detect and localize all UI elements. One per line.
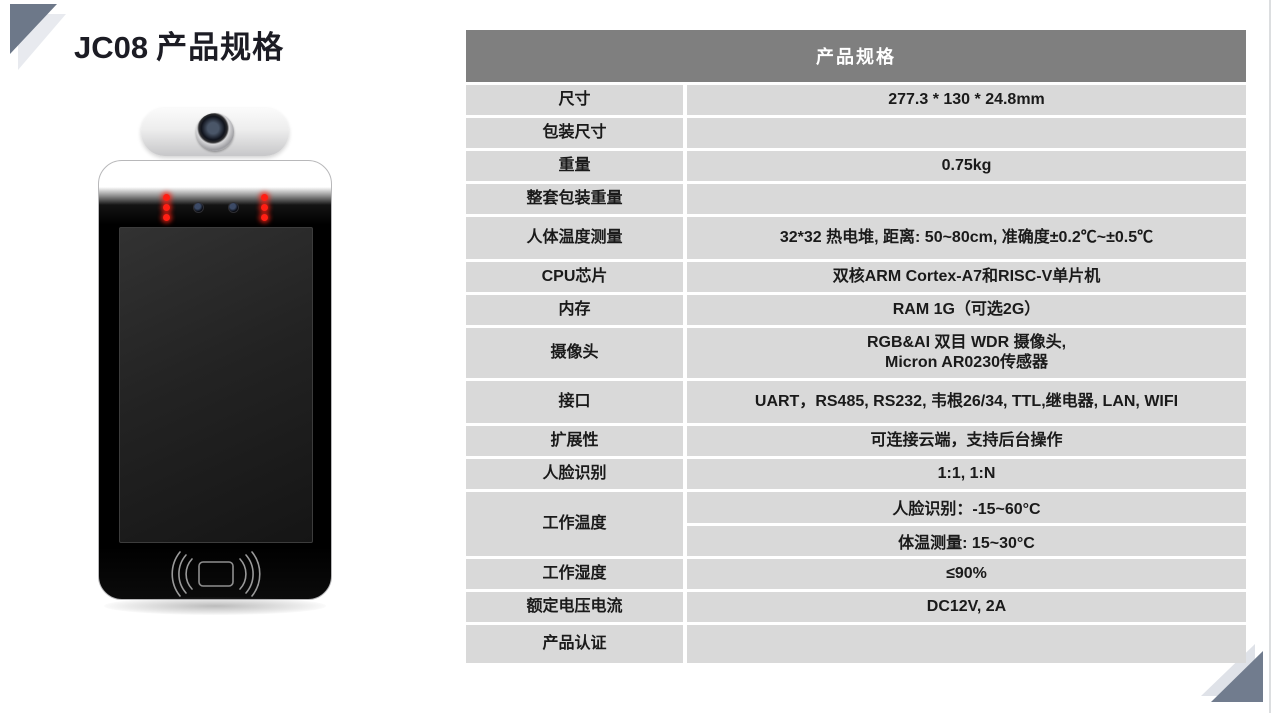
spec-label: 整套包装重量 <box>466 184 683 214</box>
spec-value: DC12V, 2A <box>687 592 1246 622</box>
table-row: 包装尺寸 <box>466 118 1246 148</box>
spec-value: 32*32 热电堆, 距离: 50~80cm, 准确度±0.2℃~±0.5℃ <box>687 217 1246 259</box>
spec-value: 0.75kg <box>687 151 1246 181</box>
table-row: 整套包装重量 <box>466 184 1246 214</box>
led-dot <box>163 204 170 211</box>
spec-label: CPU芯片 <box>466 262 683 292</box>
spec-value-line: Micron AR0230传感器 <box>884 354 1048 371</box>
spec-value-line: RGB&AI 双目 WDR 摄像头, <box>866 334 1067 351</box>
table-row: 工作湿度 ≤90% <box>466 559 1246 589</box>
device-body <box>98 160 332 600</box>
device-shadow <box>104 597 326 615</box>
spec-label: 内存 <box>466 295 683 325</box>
spec-value: 双核ARM Cortex-A7和RISC-V单片机 <box>687 262 1246 292</box>
spec-label: 摄像头 <box>466 328 683 378</box>
spec-table-header: 产品规格 <box>466 30 1246 82</box>
spec-value-group: 人脸识别：-15~60°C 体温测量: 15~30°C <box>687 492 1246 556</box>
led-dot <box>163 194 170 201</box>
led-dot <box>261 214 268 221</box>
spec-table: 产品规格 尺寸 277.3 * 130 * 24.8mm 包装尺寸 重量 0.7… <box>466 30 1246 663</box>
top-camera-pod <box>141 108 289 156</box>
spec-label: 人体温度测量 <box>466 217 683 259</box>
table-row: 重量 0.75kg <box>466 151 1246 181</box>
spec-label: 产品认证 <box>466 625 683 663</box>
spec-label: 尺寸 <box>466 85 683 115</box>
spec-value: RGB&AI 双目 WDR 摄像头, Micron AR0230传感器 <box>687 328 1246 378</box>
led-dot <box>163 214 170 221</box>
spec-label: 工作湿度 <box>466 559 683 589</box>
spec-value: 1:1, 1:N <box>687 459 1246 489</box>
table-row: 内存 RAM 1G（可选2G） <box>466 295 1246 325</box>
led-dot <box>261 204 268 211</box>
table-row: 接口 UART，RS485, RS232, 韦根26/34, TTL,继电器, … <box>466 381 1246 423</box>
spec-label: 包装尺寸 <box>466 118 683 148</box>
spec-value: ≤90% <box>687 559 1246 589</box>
table-row: 额定电压电流 DC12V, 2A <box>466 592 1246 622</box>
page-right-border <box>1269 0 1271 713</box>
spec-label: 扩展性 <box>466 426 683 456</box>
table-row: 产品认证 <box>466 625 1246 663</box>
spec-label: 额定电压电流 <box>466 592 683 622</box>
table-row: 人脸识别 1:1, 1:N <box>466 459 1246 489</box>
product-photo <box>0 0 466 713</box>
table-row: 扩展性 可连接云端，支持后台操作 <box>466 426 1246 456</box>
spec-value: 可连接云端，支持后台操作 <box>687 426 1246 456</box>
led-indicator-right <box>261 194 270 221</box>
camera-lens-icon <box>196 113 234 151</box>
card-reader-icon <box>159 551 273 597</box>
spec-value <box>687 118 1246 148</box>
led-indicator-left <box>163 194 172 221</box>
spec-label: 接口 <box>466 381 683 423</box>
front-camera-icon <box>193 202 204 213</box>
spec-sub-value: 体温测量: 15~30°C <box>687 525 1246 556</box>
spec-value <box>687 625 1246 663</box>
spec-value: UART，RS485, RS232, 韦根26/34, TTL,继电器, LAN… <box>687 381 1246 423</box>
spec-value: RAM 1G（可选2G） <box>687 295 1246 325</box>
table-row: CPU芯片 双核ARM Cortex-A7和RISC-V单片机 <box>466 262 1246 292</box>
spec-label: 重量 <box>466 151 683 181</box>
page-title: JC08 产品规格 <box>74 22 284 67</box>
page-title-text: 产品规格 <box>156 30 285 65</box>
table-row: 人体温度测量 32*32 热电堆, 距离: 50~80cm, 准确度±0.2℃~… <box>466 217 1246 259</box>
table-row: 摄像头 RGB&AI 双目 WDR 摄像头, Micron AR0230传感器 <box>466 328 1246 378</box>
product-model: JC08 <box>74 30 149 65</box>
spec-label: 人脸识别 <box>466 459 683 489</box>
spec-label: 工作温度 <box>466 492 683 556</box>
spec-value: 277.3 * 130 * 24.8mm <box>687 85 1246 115</box>
table-row: 工作温度 人脸识别：-15~60°C 体温测量: 15~30°C <box>466 492 1246 556</box>
led-dot <box>261 194 268 201</box>
table-row: 尺寸 277.3 * 130 * 24.8mm <box>466 85 1246 115</box>
device-screen <box>119 227 313 543</box>
spec-sub-value: 人脸识别：-15~60°C <box>687 492 1246 523</box>
spec-value <box>687 184 1246 214</box>
ir-camera-icon <box>228 202 239 213</box>
